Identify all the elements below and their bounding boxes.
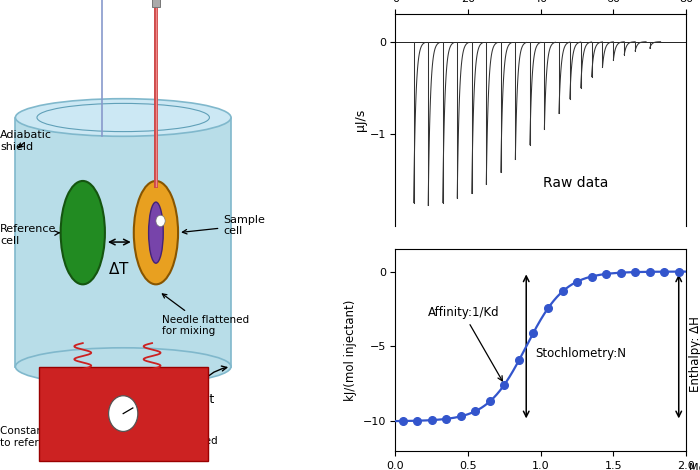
Ellipse shape (15, 348, 231, 385)
Text: Needle flattened
for mixing: Needle flattened for mixing (162, 294, 248, 337)
Text: Affinity:1/Kd: Affinity:1/Kd (428, 306, 503, 381)
Ellipse shape (134, 181, 178, 284)
Ellipse shape (148, 202, 163, 263)
Text: Reference
cell: Reference cell (0, 224, 60, 246)
Text: Molar ratio: Molar ratio (689, 463, 700, 470)
Circle shape (156, 215, 165, 227)
Polygon shape (38, 367, 208, 461)
Circle shape (108, 396, 138, 431)
Text: Constant power supplied
to reference cell: Constant power supplied to reference cel… (0, 426, 130, 456)
Text: Sample
cell: Sample cell (183, 215, 265, 236)
Text: Adiabatic
shield: Adiabatic shield (0, 130, 52, 152)
Text: Feedback power supplied
to sample cell: Feedback power supplied to sample cell (85, 436, 217, 460)
Text: Output: Output (171, 366, 227, 406)
Text: Stochlometry:N: Stochlometry:N (535, 347, 626, 360)
Y-axis label: kJ/(mol injectant): kJ/(mol injectant) (344, 299, 357, 401)
Ellipse shape (61, 181, 105, 284)
Bar (152, 0, 160, 7)
Ellipse shape (15, 99, 231, 136)
Text: $\Delta$T: $\Delta$T (108, 261, 130, 277)
Y-axis label: μJ/s: μJ/s (354, 109, 367, 131)
Polygon shape (15, 118, 231, 367)
Text: Enthalpy: ΔH: Enthalpy: ΔH (689, 316, 700, 392)
Text: Raw data: Raw data (543, 176, 608, 190)
